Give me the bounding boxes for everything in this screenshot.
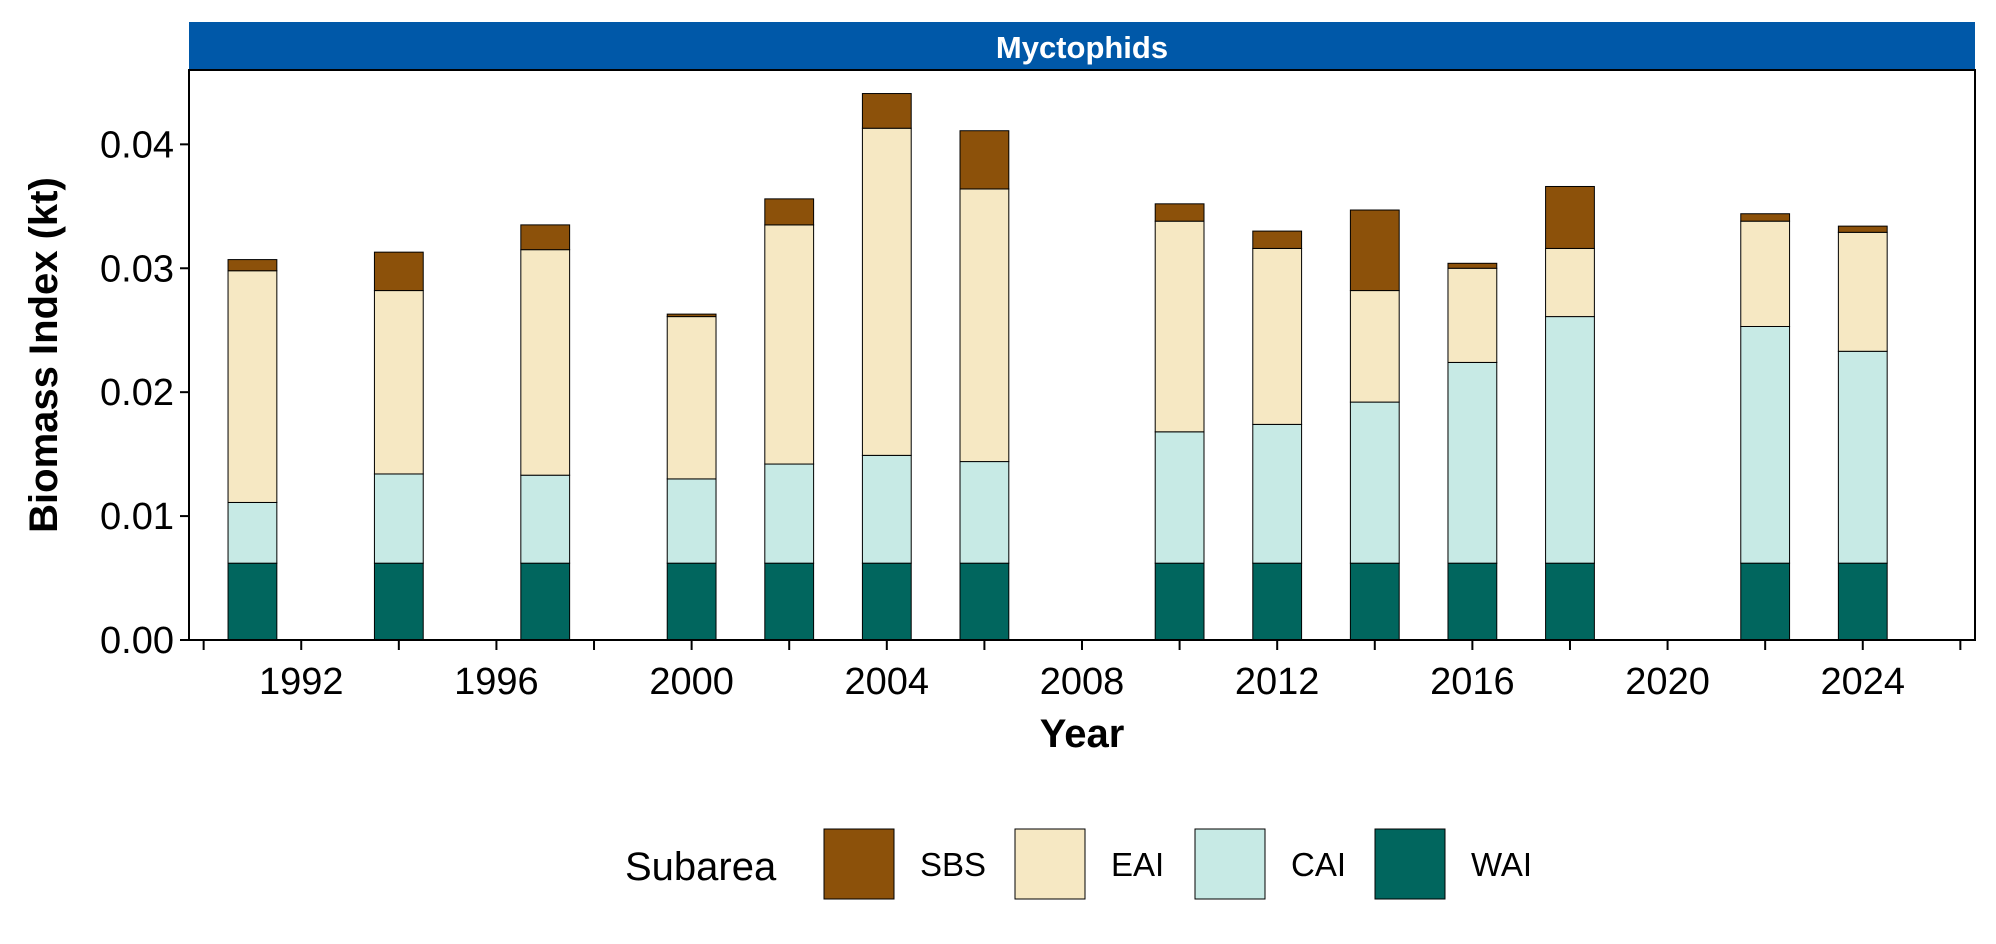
y-tick-label: 0.00 [100,620,174,662]
bar-wai-2006 [959,562,1010,641]
bar-eai-2006 [959,188,1010,463]
y-tick-label: 0.04 [100,124,174,166]
bar-wai-1991 [227,562,278,641]
x-tick-label: 2004 [845,661,930,703]
bar-wai-1997 [520,562,571,641]
bar-cai-1994 [373,473,424,564]
x-tick-label: 2024 [1820,661,1905,703]
bar-sbs-2024 [1837,225,1888,233]
bar-sbs-2016 [1447,262,1498,269]
bar-sbs-2022 [1740,213,1791,222]
bar-cai-2002 [764,463,815,564]
x-tick-label: 2000 [649,661,734,703]
y-tick-label: 0.01 [100,496,174,538]
bar-eai-1991 [227,270,278,503]
legend: Subarea SBS EAI CAI WAI [625,828,1532,900]
legend-label-sbs: SBS [920,846,986,883]
bar-sbs-2000 [666,313,717,318]
bar-eai-2000 [666,316,717,480]
bar-eai-2022 [1740,220,1791,327]
bar-eai-1997 [520,249,571,476]
legend-key-wai [1374,828,1446,900]
bar-cai-2004 [861,454,912,564]
bar-eai-2004 [861,127,912,456]
bar-eai-1994 [373,290,424,475]
bar-cai-2012 [1252,423,1303,564]
bar-cai-2016 [1447,361,1498,564]
y-axis-title: Biomass Index (kt) [22,177,66,533]
plot-border [188,69,1976,641]
bar-sbs-2010 [1154,203,1205,222]
panel-title: Myctophids [996,30,1168,65]
bar-cai-2022 [1740,326,1791,564]
x-tick-label: 2020 [1625,661,1710,703]
legend-key-eai [1014,828,1086,900]
bar-wai-2016 [1447,562,1498,641]
legend-key-cai [1194,828,1266,900]
bar-wai-2018 [1545,562,1595,641]
bar-wai-2014 [1349,562,1400,641]
y-tick-label: 0.03 [100,248,174,290]
legend-title: Subarea [625,845,777,889]
bar-sbs-1991 [227,259,278,272]
x-tick-label: 1996 [454,661,539,703]
bar-eai-2012 [1252,247,1303,425]
bar-cai-2014 [1349,401,1400,564]
bar-cai-2024 [1837,350,1888,564]
bar-wai-2012 [1252,562,1303,641]
bar-sbs-2018 [1545,185,1595,249]
bar-eai-2024 [1837,231,1888,352]
x-tick-label: 1992 [259,661,344,703]
bar-cai-2000 [666,478,717,564]
x-tick-label: 2016 [1430,661,1515,703]
bar-sbs-2002 [764,198,815,226]
bar-sbs-2012 [1252,230,1303,249]
bar-sbs-1994 [373,251,424,292]
x-axis: 1992 1996 2000 2004 2008 2012 2016 2020 2024 [202,640,1962,703]
bar-cai-2006 [959,461,1010,564]
legend-label-cai: CAI [1291,846,1346,883]
bar-cai-2018 [1545,316,1595,564]
bar-eai-2010 [1154,220,1205,433]
bar-wai-2000 [666,562,717,641]
bar-cai-2010 [1154,431,1205,564]
bar-wai-2002 [764,562,815,641]
bar-eai-2016 [1447,267,1498,363]
x-tick-label: 2012 [1235,661,1320,703]
bar-wai-2022 [1740,562,1791,641]
legend-label-wai: WAI [1471,846,1532,883]
panel-strip [189,22,1975,70]
bars-layer [227,93,1888,641]
bar-eai-2014 [1349,290,1400,403]
bar-eai-2018 [1545,247,1595,318]
bar-sbs-1997 [520,224,571,251]
bar-cai-1997 [520,474,571,564]
bar-wai-2004 [861,562,912,641]
y-axis: 0.00 0.01 0.02 0.03 0.04 [100,124,189,662]
y-tick-label: 0.02 [100,372,174,414]
bar-sbs-2014 [1349,209,1400,292]
bar-wai-1994 [373,562,424,641]
legend-label-eai: EAI [1111,846,1164,883]
legend-key-sbs [823,828,895,900]
bar-sbs-2004 [861,93,912,129]
x-tick-label: 2008 [1040,661,1125,703]
bar-wai-2010 [1154,562,1205,641]
bar-sbs-2006 [959,130,1010,190]
bar-eai-2002 [764,224,815,465]
x-axis-title: Year [1040,712,1125,756]
bar-cai-1991 [227,501,278,564]
bar-wai-2024 [1837,562,1888,641]
